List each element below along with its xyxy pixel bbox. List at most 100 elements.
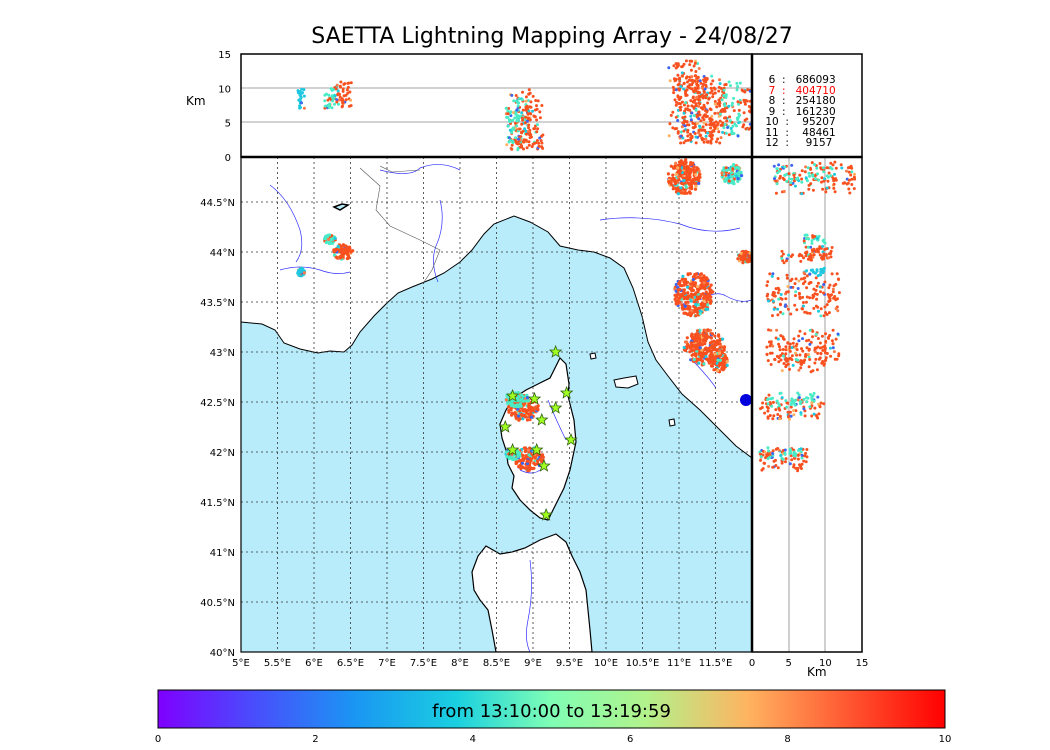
lightning-point-lat-alt <box>812 399 816 403</box>
lightning-point-lon-alt <box>718 112 722 116</box>
lightning-point <box>691 280 695 285</box>
lightning-point <box>693 336 697 340</box>
lightning-point <box>702 333 706 338</box>
lat-tick-label: 43°N <box>210 348 235 359</box>
lightning-point-lon-alt <box>697 101 701 105</box>
lightning-point <box>730 179 735 183</box>
lightning-point-lon-alt <box>674 115 678 119</box>
lightning-point-lat-alt <box>805 179 809 183</box>
alt-tick-label: 15 <box>218 50 231 61</box>
lightning-point-lat-alt <box>829 174 833 178</box>
lat-tick-label: 41°N <box>210 548 235 559</box>
lightning-point <box>527 408 531 412</box>
lightning-point-lat-alt <box>804 233 808 237</box>
lightning-point-lon-alt <box>704 109 707 113</box>
lightning-point-lat-alt <box>814 346 818 350</box>
lightning-point-lon-alt <box>724 93 728 97</box>
lightning-point-lon-alt <box>341 89 345 93</box>
lightning-point-lat-alt <box>761 401 765 405</box>
lightning-point-lat-alt <box>798 353 802 357</box>
lightning-point-lon-alt <box>697 128 701 132</box>
lightning-point <box>698 287 702 291</box>
lightning-point-lat-alt <box>826 175 830 179</box>
lightning-point-lat-alt <box>833 190 837 194</box>
lightning-point-lon-alt <box>333 102 336 106</box>
lightning-point <box>527 412 531 416</box>
lightning-point-lat-alt <box>797 449 800 452</box>
colorbar-tick-label: 4 <box>469 734 476 745</box>
lightning-point-lat-alt <box>792 413 796 417</box>
lightning-point-lat-alt <box>778 348 782 352</box>
lightning-point <box>718 339 722 343</box>
lightning-point-lon-alt <box>702 90 706 94</box>
lightning-point-lon-alt <box>698 124 702 128</box>
lightning-point-lon-alt <box>332 97 336 100</box>
lightning-point <box>706 307 710 311</box>
lightning-point-lat-alt <box>808 358 812 361</box>
lightning-point-lat-alt <box>780 352 784 356</box>
lightning-point-lon-alt <box>699 119 703 123</box>
lightning-point-lon-alt <box>713 124 717 127</box>
lightning-point-lon-alt <box>535 107 539 111</box>
lightning-point-lat-alt <box>792 179 796 183</box>
lightning-point-lon-alt <box>530 145 534 149</box>
lightning-point-lon-alt <box>668 79 672 83</box>
lightning-point-lat-alt <box>808 342 812 346</box>
lightning-point-lat-alt <box>828 334 832 337</box>
lightning-point <box>668 180 672 184</box>
lightning-point-lat-alt <box>808 328 812 332</box>
lightning-point-lat-alt <box>782 190 786 193</box>
lightning-point-lat-alt <box>790 458 794 462</box>
lightning-point-lon-alt <box>684 139 688 143</box>
lightning-point-lon-alt <box>683 119 686 123</box>
lightning-point-lon-alt <box>736 100 740 104</box>
lightning-point-lon-alt <box>507 136 511 140</box>
lightning-point-lat-alt <box>797 254 801 258</box>
lightning-point-lat-alt <box>792 173 796 177</box>
lightning-point-lat-alt <box>784 297 788 301</box>
lightning-point-lat-alt <box>777 288 781 292</box>
lightning-point-lat-alt <box>831 163 835 167</box>
lightning-point-lat-alt <box>826 179 830 183</box>
lightning-point-lat-alt <box>793 303 797 307</box>
lightning-point <box>721 337 725 341</box>
lightning-point-lon-alt <box>696 86 700 90</box>
lightning-point-lat-alt <box>822 402 826 406</box>
lightning-point-lat-alt <box>811 234 815 238</box>
lightning-point-lon-alt <box>728 115 732 119</box>
lightning-point-lat-alt <box>783 173 787 177</box>
lightning-point <box>701 292 705 296</box>
lightning-point-lon-alt <box>730 131 734 135</box>
lightning-point-lon-alt <box>524 95 528 99</box>
lightning-point <box>695 284 700 289</box>
lightning-point <box>694 291 698 295</box>
lightning-point-lat-alt <box>832 182 836 186</box>
lightning-point-lat-alt <box>819 401 823 405</box>
lat-tick-label: 43.5°N <box>200 298 235 309</box>
lightning-point <box>693 187 698 191</box>
lightning-point <box>706 303 710 307</box>
lightning-point <box>332 253 337 257</box>
lightning-point-lat-alt <box>796 453 800 457</box>
lon-tick-label: 8°E <box>451 658 469 669</box>
lightning-point-lon-alt <box>691 121 695 125</box>
lightning-point-lat-alt <box>829 255 833 259</box>
lightning-point-lat-alt <box>822 257 826 261</box>
lightning-point <box>706 328 710 332</box>
lightning-point-lon-alt <box>330 106 334 110</box>
lightning-point-lon-alt <box>528 118 532 122</box>
lightning-point-lon-alt <box>682 87 686 91</box>
lightning-point-lon-alt <box>520 116 524 120</box>
lightning-point-lon-alt <box>527 126 530 130</box>
lightning-point-lat-alt <box>803 310 807 314</box>
lon-tick-label: 8.5°E <box>483 658 510 669</box>
lightning-point <box>684 282 688 286</box>
lightning-point-lat-alt <box>804 254 808 258</box>
lightning-point-lon-alt <box>717 89 721 93</box>
lightning-point-lon-alt <box>673 98 677 102</box>
lightning-point <box>720 171 724 175</box>
lightning-point-lat-alt <box>821 244 825 248</box>
chart-title: SAETTA Lightning Mapping Array - 24/08/2… <box>311 24 793 49</box>
lightning-point-lat-alt <box>785 405 789 409</box>
lightning-point-lon-alt <box>709 141 713 145</box>
